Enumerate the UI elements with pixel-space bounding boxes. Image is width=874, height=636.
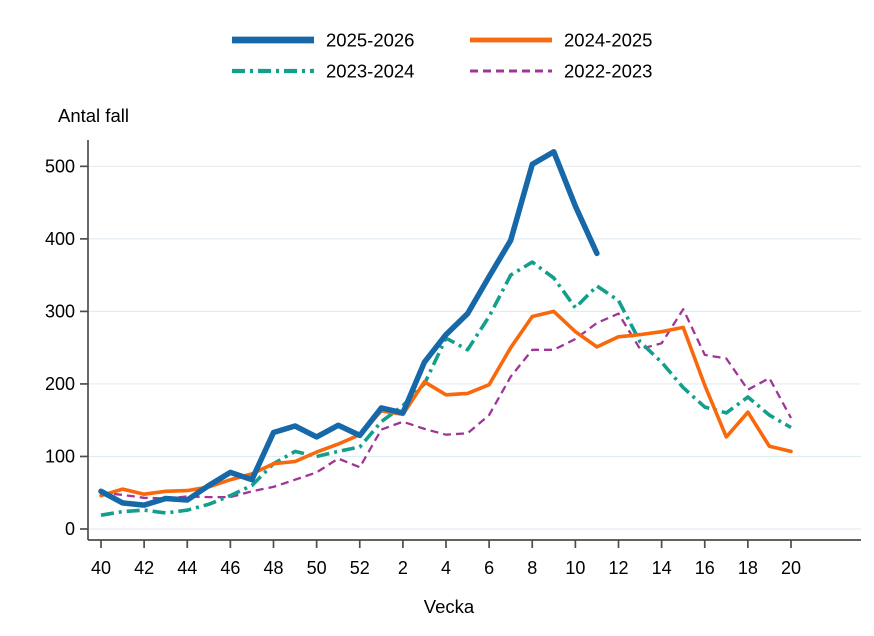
series-line-2023-2024 xyxy=(100,260,792,517)
x-tick-label-8: 8 xyxy=(527,558,537,578)
x-tick-label-12: 12 xyxy=(608,558,628,578)
x-tick-label-48: 48 xyxy=(263,558,283,578)
y-tick-label-0: 0 xyxy=(65,519,75,539)
series-line-2022-2023 xyxy=(100,308,793,500)
x-tick-label-16: 16 xyxy=(695,558,715,578)
legend-label-2023-2024: 2023-2024 xyxy=(326,61,414,82)
x-tick-label-20: 20 xyxy=(781,558,801,578)
x-tick-label-2: 2 xyxy=(398,558,408,578)
x-tick-label-44: 44 xyxy=(177,558,197,578)
x-tick-label-10: 10 xyxy=(565,558,585,578)
legend-label-2024-2025: 2024-2025 xyxy=(564,30,652,51)
x-tick-label-14: 14 xyxy=(652,558,672,578)
x-tick-label-6: 6 xyxy=(484,558,494,578)
y-tick-label-100: 100 xyxy=(45,446,75,466)
y-axis-title: Antal fall xyxy=(58,105,129,126)
x-axis-title: Vecka xyxy=(424,596,475,617)
legend-label-2025-2026: 2025-2026 xyxy=(326,30,414,51)
y-tick-label-200: 200 xyxy=(45,374,75,394)
series-line-2025-2026 xyxy=(98,149,600,508)
x-tick-label-40: 40 xyxy=(91,558,111,578)
x-tick-label-42: 42 xyxy=(134,558,154,578)
x-tick-label-4: 4 xyxy=(441,558,451,578)
x-tick-label-50: 50 xyxy=(307,558,327,578)
x-tick-label-52: 52 xyxy=(350,558,370,578)
y-tick-label-300: 300 xyxy=(45,301,75,321)
y-tick-label-500: 500 xyxy=(45,156,75,176)
y-tick-label-400: 400 xyxy=(45,229,75,249)
x-tick-label-18: 18 xyxy=(738,558,758,578)
series-line-2024-2025 xyxy=(99,309,793,498)
x-tick-label-46: 46 xyxy=(220,558,240,578)
legend-label-2022-2023: 2022-2023 xyxy=(564,61,652,82)
